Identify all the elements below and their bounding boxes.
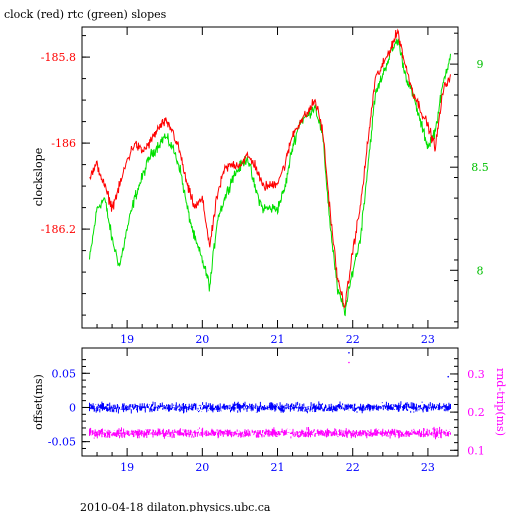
bottom-xtick-label: 23 — [421, 461, 435, 474]
bottom-ylabel: offset(ms) — [32, 374, 45, 430]
offset-series — [89, 351, 451, 414]
bottom-panel: 19 20 21 22 23 0.05 0 -0.05 0.3 0.2 0.1 offset(ms)… — [32, 347, 507, 474]
bottom-ytick-left-label: -0.05 — [48, 436, 76, 449]
bottom-ytick-right-label: 0.3 — [467, 368, 485, 381]
bottom-plot-frame — [81, 347, 459, 457]
bottom-xtick-label: 21 — [271, 461, 285, 474]
top-plot-frame — [81, 26, 459, 329]
outlier-point — [348, 351, 350, 354]
top-ytick-right-label: 8 — [477, 264, 484, 277]
top-panel: 19 20 21 22 23 -185.8 -186 -186.2 9 8.5 8 clockslo… — [32, 26, 489, 346]
top-ytick-left-label: -186.2 — [41, 223, 76, 236]
top-ytick-left-label: -186 — [51, 137, 76, 150]
top-ytick-left-label: -185.8 — [41, 51, 76, 64]
series-band — [89, 426, 451, 440]
rtt-series — [89, 361, 451, 440]
bottom-xtick-label: 22 — [346, 461, 360, 474]
top-xtick-label: 20 — [195, 333, 209, 346]
bottom-ytick-right-label: 0.1 — [467, 444, 485, 457]
clock-slope-series — [89, 28, 451, 309]
top-ytick-right-label: 8.5 — [471, 161, 489, 174]
top-axes-group: 19 20 21 22 23 -185.8 -186 -186.2 9 8.5 8 — [41, 27, 489, 346]
chart-title: clock (red) rtc (green) slopes — [4, 8, 167, 21]
top-ytick-right-label: 9 — [477, 58, 484, 71]
top-xtick-label: 23 — [421, 333, 435, 346]
top-series-group — [89, 28, 451, 317]
series-band — [89, 401, 451, 414]
footer-text: 2010-04-18 dilaton.physics.ubc.ca — [80, 501, 271, 512]
outlier-point — [348, 361, 350, 364]
bottom-series-group — [89, 351, 451, 440]
bottom-xtick-label: 20 — [195, 461, 209, 474]
bottom-ytick-right-label: 0.2 — [467, 406, 485, 419]
bottom-xtick-label: 19 — [120, 461, 134, 474]
top-ylabel: clockslope — [32, 148, 45, 206]
outlier-point — [447, 375, 450, 378]
top-xtick-label: 19 — [120, 333, 134, 346]
bottom-ytick-left-label: 0 — [69, 401, 76, 414]
bottom-ytick-left-label: 0.05 — [52, 367, 77, 380]
bottom-axes-group: 19 20 21 22 23 0.05 0 -0.05 0.3 0.2 0.1 — [48, 348, 485, 474]
top-xtick-label: 21 — [271, 333, 285, 346]
bottom-ylabel-right: rnd-trip(ms) — [494, 368, 507, 436]
top-xtick-label: 22 — [346, 333, 360, 346]
rtc-slope-series — [89, 38, 451, 317]
